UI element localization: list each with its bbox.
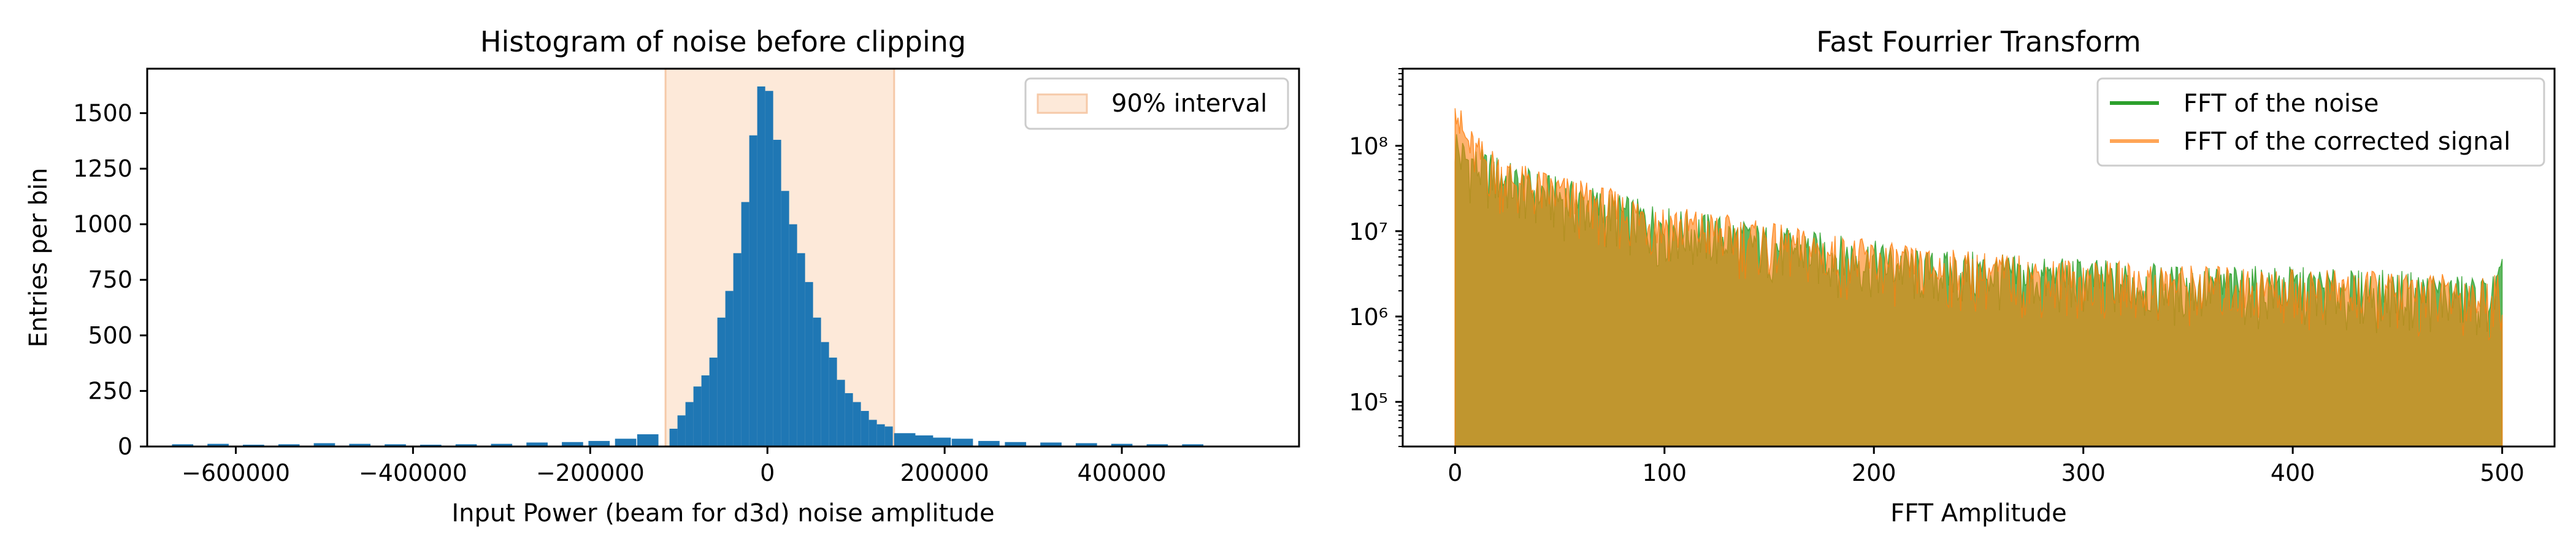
histogram-bar — [757, 86, 765, 447]
x-tick-label: 400000 — [1078, 459, 1167, 486]
histogram-bar — [789, 224, 797, 447]
histogram-bar — [693, 386, 702, 447]
x-tick-label: −400000 — [359, 459, 467, 486]
x-tick-label: 0 — [760, 459, 775, 486]
x-tick-label: 300 — [2061, 459, 2106, 486]
histogram-bar — [709, 358, 718, 447]
histogram-bar — [868, 420, 877, 447]
histogram-bar — [677, 415, 686, 447]
x-tick-label: 100 — [1643, 459, 1687, 486]
histogram-bar — [1182, 444, 1203, 447]
x-tick-label: −600000 — [182, 459, 290, 486]
series-corrected-signal — [1454, 108, 2503, 447]
legend-box — [1024, 77, 1289, 130]
histogram-bar — [562, 442, 583, 447]
histogram-bar — [491, 443, 513, 447]
histogram-bar — [837, 380, 845, 447]
histogram-bar — [1111, 443, 1133, 447]
y-tick-label: 10⁸ — [1349, 133, 1388, 160]
x-tick-label: 200000 — [900, 459, 989, 486]
y-tick-label: 10⁵ — [1349, 389, 1388, 416]
histogram-bar — [884, 426, 893, 447]
fft-panel: 0 100 200 300 400 500 10⁵ 10⁶ 10⁷ 10⁸ Fast Fourrie… — [1349, 25, 2556, 527]
histogram-bar — [821, 342, 829, 447]
histogram-bar — [765, 91, 773, 447]
histogram-bar — [717, 317, 726, 447]
histogram-bar — [1146, 444, 1168, 447]
plot-frame — [146, 67, 1300, 448]
histogram-bar — [911, 435, 933, 447]
legend: 90% interval — [1024, 77, 1289, 130]
histogram-bar — [725, 291, 734, 447]
histogram-bar — [669, 429, 678, 447]
histogram-bar — [805, 282, 813, 447]
y-tick-label: 10⁶ — [1349, 304, 1388, 331]
x-axis-label: FFT Amplitude — [1890, 499, 2066, 527]
histogram-bar — [1075, 443, 1097, 447]
x-axis-label: Input Power (beam for d3d) noise amplitu… — [451, 499, 994, 527]
histogram-bar — [278, 444, 300, 447]
y-tick-label: 10⁷ — [1349, 218, 1388, 245]
histogram-bar — [701, 375, 710, 447]
x-tick-label: −200000 — [536, 459, 645, 486]
histogram-bar — [797, 253, 805, 447]
histogram-bar — [637, 434, 659, 447]
histogram-bar — [929, 437, 951, 447]
histogram-bar — [1005, 442, 1027, 447]
legend-label: 90% interval — [1111, 90, 1267, 118]
y-axis-label: Entries per bin — [25, 167, 53, 347]
y-tick-label: 1500 — [73, 99, 132, 126]
y-tick-label: 500 — [88, 322, 132, 349]
histogram-bar — [1040, 442, 1062, 447]
y-tick-label: 750 — [88, 266, 132, 293]
histogram-bar — [172, 444, 194, 447]
x-tick-label: 400 — [2271, 459, 2315, 486]
histogram-bar — [845, 393, 853, 447]
histogram-bar — [207, 443, 229, 447]
histogram-bar — [385, 444, 406, 447]
histogram-bar — [313, 443, 335, 447]
legend-box — [2096, 77, 2545, 167]
y-tick-label: 250 — [88, 377, 132, 404]
histogram-bar — [978, 440, 1000, 447]
histogram-bar — [951, 439, 973, 447]
histogram-bar — [773, 139, 781, 447]
plot-frame — [1401, 67, 2556, 448]
y-tick-label: 1000 — [73, 211, 132, 238]
legend: FFT of the noise FFT of the corrected sig… — [2096, 77, 2545, 167]
legend-swatch — [1037, 93, 1088, 114]
histogram-bar — [455, 444, 477, 447]
histogram-bar — [349, 443, 371, 447]
histogram-bar — [749, 135, 757, 447]
histogram-panel: −600000 −400000 −200000 0 200000 400000 0 250 50… — [25, 25, 1300, 527]
y-tick-label: 1250 — [73, 155, 132, 182]
histogram-bar — [894, 433, 916, 447]
histogram-bar — [813, 317, 821, 447]
histogram-bar — [526, 442, 548, 447]
chart-title: Histogram of noise before clipping — [480, 25, 966, 58]
histogram-bar — [685, 402, 694, 447]
histogram-bar — [781, 191, 789, 447]
histogram-bar — [588, 440, 610, 447]
histogram-bar — [829, 358, 837, 447]
histogram-bar — [741, 202, 749, 447]
histogram-bar — [876, 424, 885, 447]
histogram-bar — [733, 253, 742, 447]
legend-label: FFT of the corrected signal — [2183, 128, 2510, 156]
chart-title: Fast Fourrier Transform — [1816, 25, 2141, 58]
y-tick-label: 0 — [118, 433, 132, 460]
x-tick-label: 200 — [1852, 459, 1896, 486]
histogram-bar — [861, 411, 869, 447]
x-tick-label: 0 — [1447, 459, 1462, 486]
histogram-bar — [853, 402, 861, 447]
legend-label: FFT of the noise — [2183, 90, 2379, 118]
x-tick-label: 500 — [2480, 459, 2524, 486]
histogram-bar — [615, 439, 637, 447]
